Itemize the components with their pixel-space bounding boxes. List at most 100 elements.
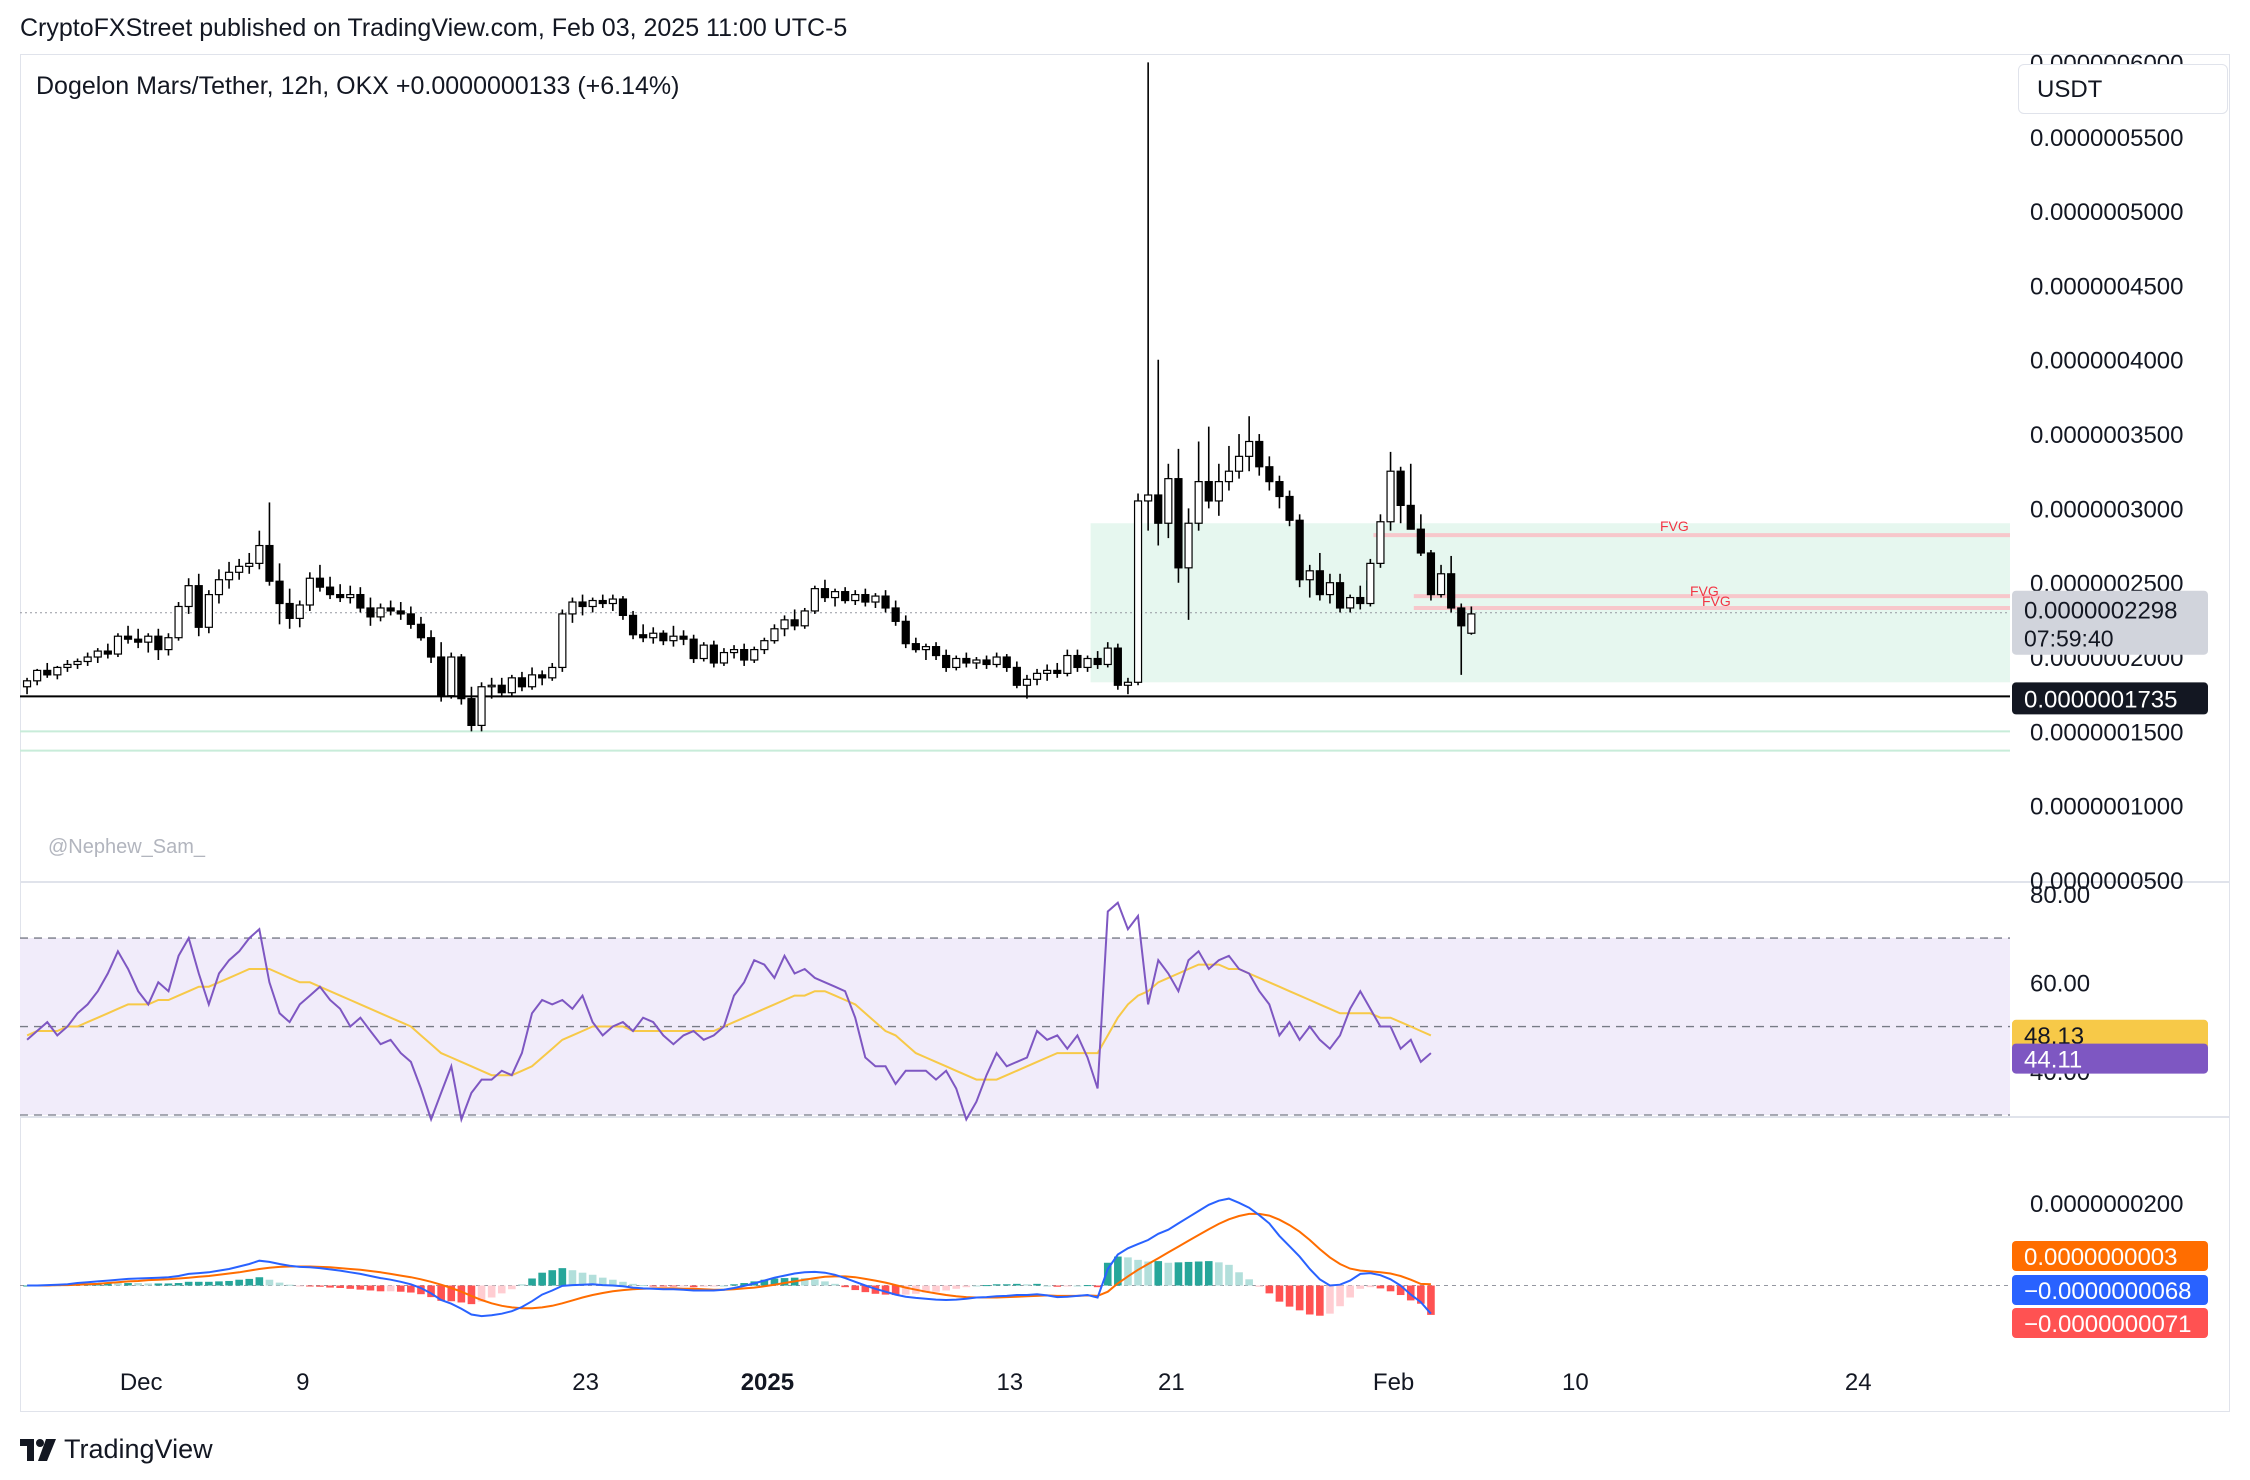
- macd-histogram-bar: [770, 1278, 779, 1286]
- signal-badge: 0.0000000003: [2012, 1241, 2208, 1271]
- macd-histogram-bar: [1366, 1285, 1375, 1288]
- candle: [426, 630, 436, 663]
- candle: [1174, 448, 1183, 583]
- candle-body: [1436, 573, 1446, 596]
- currency-selector[interactable]: USDT: [2018, 64, 2228, 114]
- candle: [1032, 668, 1042, 686]
- candle-body: [952, 657, 961, 669]
- macd-histogram-bar: [1174, 1262, 1183, 1286]
- candle: [760, 637, 769, 655]
- candle: [1154, 359, 1163, 546]
- macd-histogram-bar: [679, 1285, 688, 1287]
- candle: [144, 633, 153, 653]
- macd-histogram-bar: [194, 1281, 203, 1286]
- candle: [578, 594, 587, 616]
- macd-histogram-bar: [356, 1285, 365, 1290]
- publisher-line: CryptoFXStreet published on TradingView.…: [20, 14, 848, 42]
- macd-histogram-bar: [1144, 1261, 1152, 1286]
- candle: [497, 677, 506, 698]
- candle: [1002, 654, 1011, 672]
- watermark: @Nephew_Sam_: [48, 836, 206, 858]
- macd-histogram-bar: [1427, 1285, 1435, 1315]
- macd-histogram-bar: [881, 1285, 890, 1295]
- rsi-layer: [20, 900, 2010, 1124]
- macd-badge: −0.0000000068: [2012, 1275, 2208, 1305]
- candle-body: [1022, 678, 1032, 686]
- candle: [1285, 490, 1294, 527]
- symbol-title[interactable]: Dogelon Mars/Tether, 12h, OKX +0.0000000…: [36, 72, 680, 100]
- fvg-label: FVG: [1690, 583, 1719, 599]
- candle: [1346, 594, 1355, 613]
- candle-body: [1255, 440, 1264, 468]
- macd-histogram-bar: [639, 1285, 647, 1287]
- candle-body: [154, 635, 163, 651]
- macd-histogram-bar: [1053, 1285, 1062, 1287]
- candle: [1214, 463, 1223, 516]
- rsi-tick-label: 80.00: [2030, 882, 2090, 909]
- candle-body: [760, 640, 769, 651]
- candle: [1022, 674, 1032, 699]
- candle: [174, 602, 183, 641]
- macd-histogram-bar: [1013, 1283, 1021, 1286]
- candle-body: [780, 619, 789, 630]
- candle: [336, 584, 345, 603]
- candle: [214, 569, 224, 604]
- candle: [1265, 456, 1274, 491]
- candle-body: [1103, 647, 1112, 666]
- candle-body: [396, 610, 405, 615]
- candle: [1043, 664, 1052, 681]
- candle-body: [942, 654, 951, 669]
- macd-histogram-bar: [649, 1285, 658, 1287]
- candle-body: [214, 579, 224, 596]
- candle-body: [113, 635, 123, 655]
- candle-body: [1164, 478, 1173, 524]
- candle-body: [1012, 666, 1021, 686]
- candle-body: [1285, 495, 1294, 521]
- candle-body: [386, 607, 395, 612]
- macd-histogram-bar: [811, 1279, 819, 1286]
- candle-body: [1113, 647, 1122, 686]
- candle: [1123, 677, 1133, 695]
- candle-body: [1416, 528, 1425, 554]
- macd-histogram-bar: [154, 1283, 163, 1286]
- candle-body: [1204, 481, 1213, 502]
- chart-frame[interactable]: [20, 54, 2230, 1412]
- macd-histogram-bar: [306, 1285, 314, 1287]
- candle: [1356, 585, 1365, 610]
- fvg-label: FVG: [1702, 593, 1731, 609]
- candle-body: [972, 659, 981, 664]
- candle: [1275, 475, 1284, 509]
- candle-body: [1032, 672, 1042, 680]
- macd-histogram-bar: [841, 1285, 849, 1288]
- candle-body: [1002, 656, 1011, 669]
- candle: [992, 652, 1001, 668]
- candle: [962, 652, 971, 668]
- macd-histogram-bar: [1326, 1285, 1334, 1314]
- macd-histogram-bar: [437, 1285, 445, 1301]
- candle-body: [527, 674, 537, 688]
- tradingview-logo[interactable]: TradingView: [20, 1434, 213, 1465]
- candle: [204, 590, 213, 634]
- candle: [608, 594, 617, 611]
- candle: [1457, 603, 1466, 675]
- candle-body: [1346, 596, 1355, 609]
- candle-body: [426, 637, 436, 658]
- candle: [881, 590, 890, 613]
- candle-body: [517, 677, 527, 688]
- candle: [861, 588, 870, 607]
- macd-histogram-bar: [376, 1285, 385, 1292]
- macd-histogram-bar: [619, 1281, 627, 1286]
- candle: [527, 667, 537, 690]
- macd-histogram-bar: [1275, 1285, 1284, 1302]
- macd-histogram-bar: [760, 1279, 769, 1286]
- candle: [1073, 649, 1082, 672]
- candle: [22, 677, 32, 695]
- candle-body: [305, 577, 314, 606]
- macd-histogram-bar: [629, 1283, 637, 1286]
- macd-histogram-bar: [528, 1278, 536, 1286]
- candle: [790, 609, 799, 631]
- candle: [639, 624, 648, 643]
- macd-layer: [20, 1197, 2010, 1318]
